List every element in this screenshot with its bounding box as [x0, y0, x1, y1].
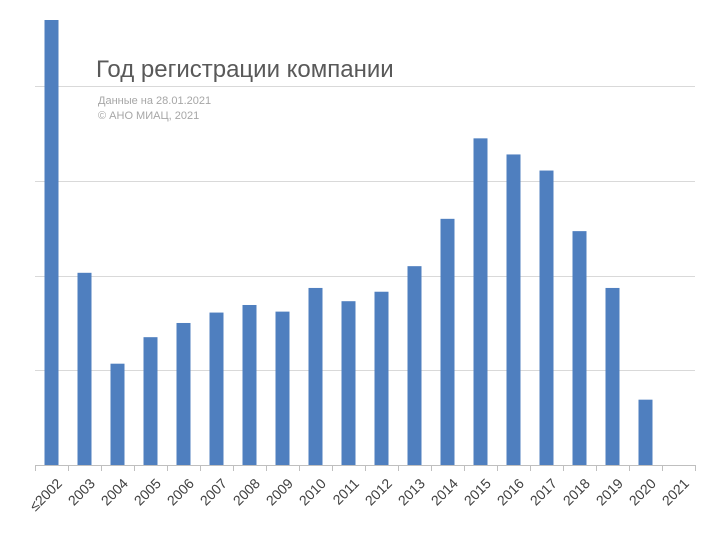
- x-tick-label-2017: 2017: [527, 475, 560, 508]
- bar-2012: [374, 291, 389, 465]
- chart-title: Год регистрации компании: [96, 56, 394, 83]
- bar-2004: [110, 363, 125, 465]
- x-tick-label-2006: 2006: [164, 475, 197, 508]
- bar-2019: [605, 287, 620, 465]
- x-tick-label-2021: 2021: [659, 475, 692, 508]
- x-tick-label-2013: 2013: [395, 475, 428, 508]
- x-tick-label-2009: 2009: [263, 475, 296, 508]
- bar-2006: [176, 322, 191, 465]
- x-tick-label-2020: 2020: [626, 475, 659, 508]
- bar-2008: [242, 304, 257, 465]
- x-tick-label-2004: 2004: [98, 475, 131, 508]
- bar-2017: [539, 170, 554, 466]
- x-tick-label-2018: 2018: [560, 475, 593, 508]
- bar-2011: [341, 301, 356, 465]
- bar-2016: [506, 154, 521, 465]
- x-tick-label-2019: 2019: [593, 475, 626, 508]
- bar-2013: [407, 266, 422, 465]
- bar-2010: [308, 287, 323, 465]
- chart-copyright-note: © АНО МИАЦ, 2021: [98, 110, 200, 122]
- x-tick-label-2010: 2010: [296, 475, 329, 508]
- x-tick-label-2016: 2016: [494, 475, 527, 508]
- bar-≤2002: [44, 20, 59, 465]
- x-tick-label-2008: 2008: [230, 475, 263, 508]
- x-tick-label-2015: 2015: [461, 475, 494, 508]
- bar-2015: [473, 138, 488, 465]
- bar-2007: [209, 312, 224, 465]
- x-tick-label-≤2002: ≤2002: [26, 475, 65, 514]
- x-tick-label-2014: 2014: [428, 475, 461, 508]
- x-tick-label-2007: 2007: [197, 475, 230, 508]
- x-tick-label-2012: 2012: [362, 475, 395, 508]
- bar-2020: [638, 399, 653, 465]
- bar-2009: [275, 311, 290, 465]
- bar-2003: [77, 272, 92, 465]
- x-tick-label-2005: 2005: [131, 475, 164, 508]
- x-tick-label-2011: 2011: [329, 475, 362, 508]
- bar-2014: [440, 218, 455, 465]
- bar-2005: [143, 337, 158, 465]
- chart-date-note: Данные на 28.01.2021: [98, 95, 212, 107]
- bar-2018: [572, 231, 587, 465]
- x-tick-label-2003: 2003: [65, 475, 98, 508]
